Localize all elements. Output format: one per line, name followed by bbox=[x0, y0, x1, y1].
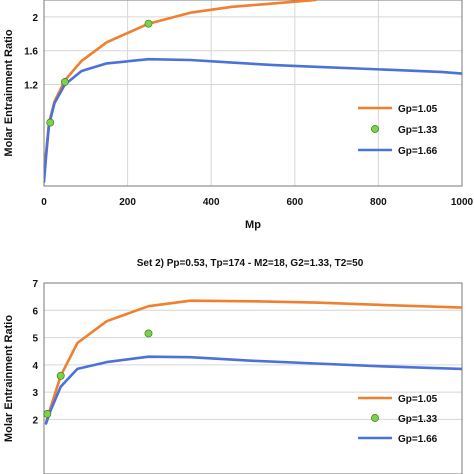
y-tick-label: 6 bbox=[32, 306, 38, 317]
data-point-gp-1-33 bbox=[144, 19, 153, 28]
data-point-gp-1-33 bbox=[60, 78, 69, 86]
x-tick-label: 600 bbox=[286, 197, 303, 208]
legend-label: Gp=1.05 bbox=[398, 104, 438, 115]
chart-title: Set 2) Pp=0.53, Tp=174 - M2=18, G2=1.33,… bbox=[137, 258, 364, 269]
x-tick-label: 200 bbox=[119, 197, 136, 208]
series-line-gp-1-66 bbox=[44, 57, 462, 184]
plot-area bbox=[43, 0, 463, 187]
legend-label: Gp=1.66 bbox=[398, 434, 438, 445]
x-tick-label: 400 bbox=[203, 197, 220, 208]
legend-label: Gp=1.05 bbox=[398, 394, 438, 405]
series-line-gp-1-66 bbox=[44, 355, 462, 425]
y-tick-label: 1.2 bbox=[24, 81, 38, 92]
data-point-gp-1-33 bbox=[43, 410, 52, 418]
y-axis-title: Molar Entrainment Ratio bbox=[3, 29, 15, 156]
x-tick-label: 1000 bbox=[451, 197, 474, 208]
legend-swatch bbox=[371, 414, 379, 422]
y-tick-label: 5 bbox=[32, 334, 38, 345]
y-tick-label: 4 bbox=[32, 361, 38, 372]
y-tick-label: 2 bbox=[32, 13, 38, 24]
x-axis-title: Mp bbox=[245, 219, 261, 231]
series-line-gp-1-05 bbox=[44, 299, 462, 424]
y-axis-title: Molar Entrainment Ratio bbox=[3, 315, 15, 442]
y-tick-label: 1.6 bbox=[24, 47, 38, 58]
data-point-gp-1-33 bbox=[56, 371, 65, 380]
x-tick-label: 800 bbox=[370, 197, 387, 208]
y-tick-label: 2 bbox=[32, 415, 38, 426]
legend-label: Gp=1.66 bbox=[398, 146, 438, 157]
plot-area bbox=[43, 282, 463, 474]
legend-label: Gp=1.33 bbox=[398, 125, 438, 136]
data-point-gp-1-33 bbox=[46, 118, 55, 127]
chart-bottom: 2 3 4 5 6 7 Gp=1.05 Gp=1.33 Gp=1.66 Molar Entrain… bbox=[3, 258, 463, 474]
data-point-gp-1-33 bbox=[144, 329, 153, 338]
legend-swatch bbox=[371, 125, 379, 133]
chart-top: 1.2 1.6 2 0 200 400 600 800 1000 Gp=1.05 Gp=1.33 Gp… bbox=[3, 0, 474, 231]
y-tick-label: 3 bbox=[32, 388, 38, 399]
x-tick-label: 0 bbox=[41, 197, 47, 208]
y-tick-label: 7 bbox=[32, 279, 38, 290]
legend-label: Gp=1.33 bbox=[398, 414, 438, 425]
